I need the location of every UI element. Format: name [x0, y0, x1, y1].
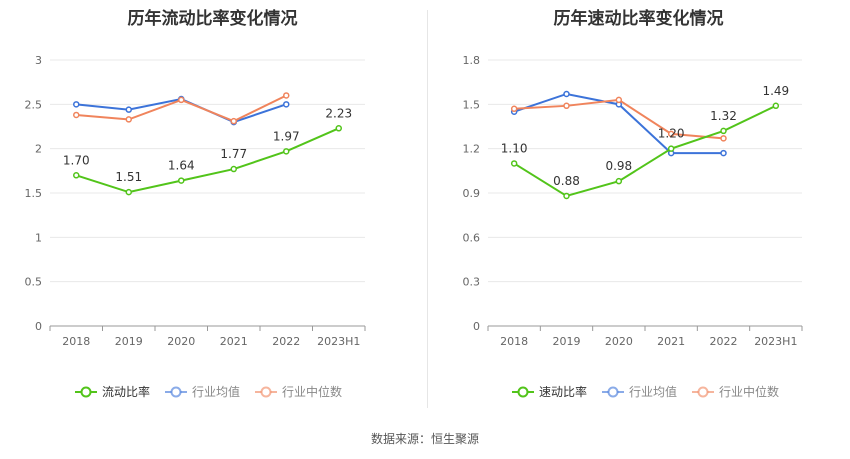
legend-swatch-marker — [517, 386, 529, 398]
data-point-industry_avg — [563, 90, 570, 98]
x-tick-label: 2019 — [553, 335, 581, 348]
data-point-industry_median — [667, 130, 675, 138]
data-point-industry_median — [178, 96, 185, 104]
chart-title-quick-ratio: 历年速动比率变化情况 — [553, 9, 724, 29]
x-tick-label: 2022 — [272, 335, 300, 348]
legend-label: 速动比率 — [539, 384, 587, 399]
data-label: 1.20 — [658, 127, 685, 141]
y-tick-label: 1.5 — [25, 187, 43, 200]
data-point-industry_median — [615, 96, 623, 104]
data-label: 1.70 — [63, 153, 90, 167]
legend-item-industry_avg: 行业均值 — [602, 384, 677, 399]
data-point-industry_median — [125, 116, 132, 123]
data-point-company — [772, 102, 780, 110]
x-tick-label: 2018 — [500, 335, 528, 348]
data-point-industry_avg — [73, 101, 80, 108]
data-point-industry_avg — [720, 149, 727, 157]
data-point-industry_median — [563, 102, 570, 110]
current-ratio-chart: 0 0.5 1 1.5 2 2.5 3 2018 2019 2020 2021 2022 2023H1 1… — [25, 54, 366, 399]
data-point-industry_median — [510, 105, 518, 113]
data-label: 1.10 — [501, 141, 528, 155]
data-point-company — [667, 145, 675, 152]
data-label: 0.98 — [605, 159, 632, 173]
x-tick-label: 2023H1 — [317, 335, 360, 348]
data-point-company — [230, 165, 237, 173]
y-tick-label: 0.9 — [463, 187, 481, 200]
data-point-industry_median — [720, 135, 727, 142]
data-point-industry_median — [283, 92, 290, 99]
data-point-company — [720, 127, 727, 135]
y-tick-label: 0.3 — [463, 276, 481, 289]
data-source-note: 数据来源：恒生聚源 — [370, 432, 479, 446]
data-label: 0.88 — [553, 174, 580, 188]
x-tick-label: 2022 — [710, 335, 738, 348]
data-point-company — [178, 177, 185, 184]
data-point-company — [335, 125, 342, 132]
chart-title-current-ratio: 历年流动比率变化情况 — [127, 9, 298, 29]
x-tick-label: 2020 — [167, 335, 195, 348]
legend-label: 行业中位数 — [719, 384, 779, 399]
x-tick-label: 2020 — [605, 335, 633, 348]
legend-item-company: 速动比率 — [512, 384, 587, 399]
y-tick-label: 0.5 — [25, 276, 43, 289]
data-label: 1.97 — [273, 129, 300, 143]
x-tick-label: 2021 — [220, 335, 248, 348]
data-label: 1.64 — [168, 159, 195, 173]
x-tick-label: 2021 — [657, 335, 685, 348]
y-tick-label: 0.6 — [463, 231, 481, 244]
legend-label: 行业均值 — [192, 384, 240, 399]
data-point-industry_median — [230, 117, 237, 125]
y-tick-label: 1.5 — [463, 98, 481, 111]
y-tick-label: 1 — [35, 231, 42, 244]
data-point-company — [510, 160, 518, 167]
legend-item-company: 流动比率 — [75, 384, 150, 399]
data-point-industry_median — [73, 111, 80, 119]
data-label: 1.32 — [710, 109, 737, 123]
series-line-company — [75, 127, 340, 194]
y-tick-label: 1.8 — [463, 54, 481, 67]
legend-swatch-marker — [80, 386, 92, 398]
quick-ratio-chart: 0 0.3 0.6 0.9 1.2 1.5 1.8 2018 2019 2020 2021 2022 2… — [463, 54, 803, 399]
data-point-company — [283, 148, 290, 155]
y-tick-label: 0 — [473, 320, 480, 333]
y-tick-label: 2.5 — [25, 98, 43, 111]
data-label: 1.77 — [220, 147, 247, 161]
legend-swatch-marker — [260, 386, 272, 398]
x-tick-label: 2019 — [115, 335, 143, 348]
y-tick-label: 2 — [35, 143, 42, 156]
y-tick-label: 0 — [35, 320, 42, 333]
legend-label: 行业均值 — [629, 384, 677, 399]
data-point-company — [563, 192, 570, 200]
legend-item-industry_avg: 行业均值 — [165, 384, 240, 399]
y-tick-label: 1.2 — [463, 143, 481, 156]
legend-item-industry_median: 行业中位数 — [692, 384, 779, 399]
data-point-industry_avg — [283, 101, 290, 108]
legend-label: 流动比率 — [102, 384, 150, 399]
legend-swatch-marker — [170, 386, 182, 398]
data-point-company — [73, 172, 80, 179]
y-tick-label: 3 — [35, 54, 42, 67]
x-tick-label: 2018 — [62, 335, 90, 348]
legend-item-industry_median: 行业中位数 — [255, 384, 342, 399]
data-label: 1.51 — [115, 170, 142, 184]
data-label: 1.49 — [762, 84, 789, 98]
data-point-company — [125, 188, 132, 196]
legend-swatch-marker — [607, 386, 619, 398]
data-label: 2.23 — [325, 106, 352, 120]
series-line-company — [513, 104, 777, 198]
legend-label: 行业中位数 — [282, 384, 342, 399]
legend-swatch-marker — [697, 386, 709, 398]
x-tick-label: 2023H1 — [754, 335, 797, 348]
chart-divider — [427, 10, 428, 408]
data-point-industry_avg — [125, 106, 132, 113]
data-point-company — [615, 177, 623, 185]
